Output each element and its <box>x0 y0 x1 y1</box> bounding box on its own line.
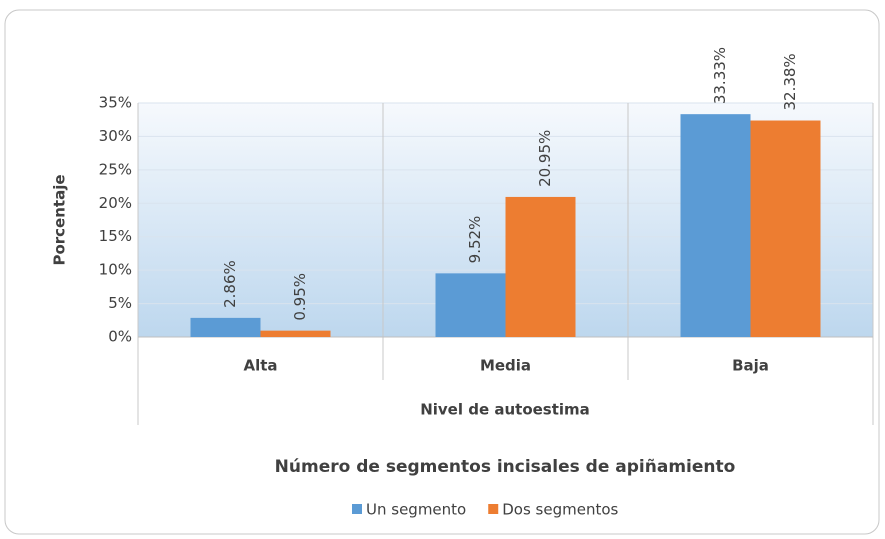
bar <box>505 196 576 337</box>
data-label: 9.52% <box>466 216 484 264</box>
bar <box>190 317 261 337</box>
legend-label: Un segmento <box>366 501 466 519</box>
legend-swatch <box>352 504 362 514</box>
data-label: 33.33% <box>711 47 729 104</box>
y-tick-label: 10% <box>99 261 132 279</box>
bar <box>260 330 331 337</box>
legend: Un segmento Dos segmentos <box>352 501 619 519</box>
y-tick-label: 0% <box>108 328 132 346</box>
data-label: 2.86% <box>221 260 239 308</box>
bar <box>680 114 751 337</box>
legend-swatch <box>488 504 499 514</box>
bar <box>435 273 506 337</box>
legend-title: Número de segmentos incisales de apiñami… <box>275 457 736 477</box>
x-tick-label: Alta <box>243 357 277 375</box>
data-label: 20.95% <box>536 130 554 187</box>
bar <box>750 120 821 337</box>
y-tick-label: 35% <box>99 94 132 112</box>
y-tick-label: 30% <box>99 127 132 145</box>
y-tick-label: 25% <box>99 160 132 178</box>
x-tick-label: Media <box>480 357 531 375</box>
legend-label: Dos segmentos <box>502 501 618 519</box>
y-tick-label: 5% <box>108 294 132 312</box>
y-axis-title: Porcentaje <box>51 174 69 265</box>
data-label: 0.95% <box>291 273 309 321</box>
x-axis-title: Nivel de autoestima <box>420 401 590 419</box>
y-tick-label: 15% <box>99 227 132 245</box>
data-label: 32.38% <box>781 53 799 110</box>
y-tick-label: 20% <box>99 194 132 212</box>
x-tick-label: Baja <box>732 357 769 375</box>
